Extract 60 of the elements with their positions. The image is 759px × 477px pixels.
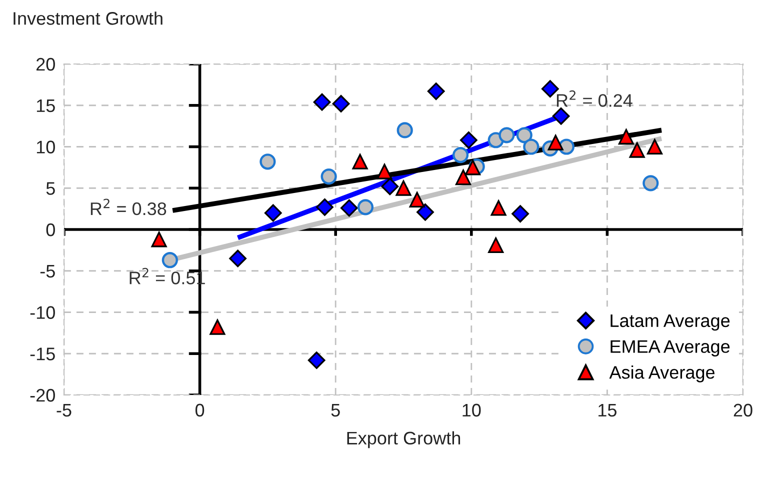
y-tick-label: -15 — [30, 348, 55, 360]
point — [308, 352, 326, 369]
x-tick-label: -5 — [56, 404, 72, 417]
point — [340, 199, 358, 217]
point — [646, 138, 663, 155]
point — [490, 200, 506, 216]
point — [498, 127, 515, 144]
point — [548, 134, 564, 150]
point — [229, 250, 247, 268]
point — [409, 192, 425, 208]
x-tick-label: 5 — [331, 404, 340, 417]
x-tick-label: 20 — [734, 404, 752, 417]
x-tick-label: 0 — [195, 404, 204, 417]
point — [357, 199, 374, 216]
annotation: R$^{2}$ = 0.38 — [90, 198, 166, 216]
x-tick-label: 10 — [462, 404, 481, 417]
x-tick-label: 15 — [598, 404, 616, 417]
point — [523, 138, 540, 155]
y-tick-label: 20 — [36, 58, 55, 71]
point — [464, 160, 481, 176]
y-tick-label: 0 — [46, 223, 55, 236]
point — [452, 146, 469, 164]
point — [460, 131, 478, 149]
point — [316, 198, 334, 216]
y-tick-label: 5 — [46, 182, 55, 195]
point — [210, 319, 226, 335]
point — [396, 180, 412, 196]
legend-label: Asia Average — [609, 366, 715, 382]
point — [260, 154, 276, 170]
point — [416, 203, 434, 221]
point — [629, 142, 645, 158]
x-axis-title: Export Growth — [347, 431, 460, 448]
point — [427, 82, 445, 100]
point — [151, 232, 167, 248]
point — [552, 107, 570, 125]
point — [455, 170, 472, 186]
point — [541, 80, 559, 98]
point — [396, 122, 413, 138]
y-tick-label: -20 — [30, 388, 55, 402]
point — [618, 129, 634, 145]
y-tick-label: 10 — [36, 140, 55, 154]
annotation: R$^{2}$ = 0.24 — [556, 90, 632, 107]
point — [162, 252, 178, 268]
point — [488, 237, 504, 253]
legend-label: Latam Average — [610, 314, 730, 331]
point — [516, 127, 532, 144]
point — [332, 95, 350, 112]
point — [642, 175, 659, 192]
point — [320, 168, 337, 185]
point — [264, 204, 282, 222]
y-tick-label: 15 — [36, 99, 55, 112]
point — [381, 178, 399, 196]
y-tick-label: -10 — [30, 306, 55, 319]
y-tick-label: -5 — [40, 264, 55, 278]
point — [313, 93, 331, 111]
point — [376, 164, 392, 180]
point — [512, 205, 529, 222]
point — [352, 154, 368, 170]
legend-label: EMEA Average — [610, 340, 730, 356]
y-axis-title: Investment Growth — [14, 12, 162, 25]
